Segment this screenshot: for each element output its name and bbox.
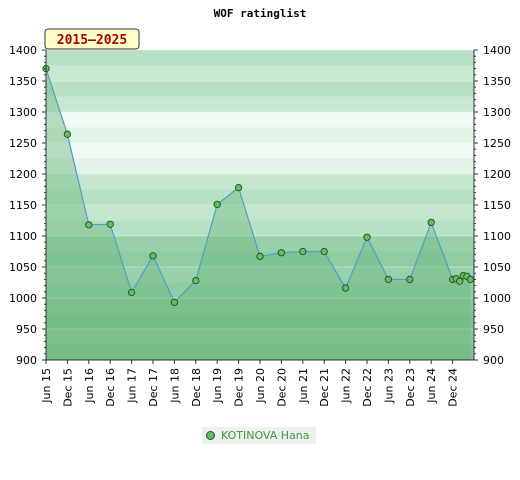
data-point — [192, 276, 200, 285]
x-tick-label: Jun 15 — [40, 368, 53, 404]
data-point — [170, 298, 179, 306]
y-tick-label-right: 1200 — [483, 168, 511, 181]
data-point — [363, 233, 371, 241]
y-tick-label-left: 1050 — [9, 261, 37, 274]
chart-title: WOF ratinglist — [214, 7, 307, 20]
x-tick-label: Jun 23 — [382, 368, 395, 404]
data-point — [456, 277, 464, 285]
x-ticks: Jun 15 Dec 15 Jun 16 Dec 16 Jun 17 Dec 17 Jun … — [40, 360, 460, 407]
x-tick-label: Jun 24 — [425, 368, 438, 404]
data-point — [320, 247, 328, 256]
background-band — [46, 313, 474, 329]
y-tick-label-left: 950 — [16, 323, 37, 336]
y-tick-label-right: 1350 — [483, 75, 511, 88]
background-band — [46, 81, 474, 97]
y-tick-label-right: 1400 — [483, 44, 511, 57]
data-point — [427, 218, 435, 227]
background-band — [46, 143, 474, 159]
y-tick-label-right: 1250 — [483, 137, 511, 150]
background-band — [46, 298, 474, 314]
y-tick-label-left: 1350 — [9, 75, 37, 88]
y-tick-label-left: 1200 — [9, 168, 37, 181]
background-band — [46, 282, 474, 298]
background-band — [46, 205, 474, 221]
y-ticks-left: 900 950 1000 1050 1100 1150 1200 1250 1300 1350 14… — [9, 44, 46, 367]
data-point — [63, 130, 72, 138]
y-tick-label-right: 1150 — [483, 199, 511, 212]
background-band — [46, 329, 474, 345]
period-box: 2015–2025 — [44, 28, 140, 50]
y-tick-label-left: 1100 — [9, 230, 37, 243]
data-point — [127, 288, 136, 297]
x-tick-label: Jun 22 — [340, 368, 353, 404]
data-point — [466, 275, 475, 284]
y-tick-label-right: 1100 — [483, 230, 511, 243]
data-point — [149, 252, 157, 260]
background-band — [46, 65, 474, 81]
series-area — [46, 68, 471, 360]
background-band — [46, 112, 474, 128]
y-tick-label-left: 1000 — [9, 292, 37, 305]
legend-label: KOTINOVA Hana — [221, 429, 310, 442]
x-tick-label: Dec 18 — [190, 368, 203, 407]
x-tick-label: Dec 17 — [147, 368, 160, 407]
x-tick-label: Dec 22 — [361, 368, 374, 407]
x-tick-label: Jun 19 — [211, 368, 224, 404]
data-point — [213, 200, 221, 209]
legend-marker-icon — [206, 431, 215, 440]
x-tick-label: Jun 16 — [83, 368, 96, 404]
x-tick-label: Dec 16 — [104, 368, 117, 407]
x-tick-label: Dec 19 — [233, 368, 246, 407]
y-tick-label-left: 1300 — [9, 106, 37, 119]
y-tick-label-right: 1300 — [483, 106, 511, 119]
data-point — [234, 183, 243, 192]
data-point — [299, 247, 307, 256]
background-band — [46, 267, 474, 283]
background-band — [46, 50, 474, 66]
x-tick-label: Dec 15 — [61, 368, 74, 407]
data-point — [341, 284, 350, 292]
data-point — [106, 220, 114, 228]
x-tick-label: Dec 21 — [318, 368, 331, 407]
y-tick-label-left: 1250 — [9, 137, 37, 150]
y-tick-label-right: 1050 — [483, 261, 511, 274]
y-tick-label-right: 900 — [483, 354, 504, 367]
x-tick-label: Jun 21 — [297, 368, 310, 404]
background-band — [46, 96, 474, 112]
background-band — [46, 189, 474, 205]
y-tick-label-right: 950 — [483, 323, 504, 336]
background-band — [46, 158, 474, 174]
y-ticks-right: 900 950 1000 1050 1100 1150 1200 1250 1300 1350 14… — [474, 44, 511, 367]
data-point — [277, 249, 286, 257]
y-tick-label-left: 1150 — [9, 199, 37, 212]
x-tick-label: Jun 18 — [168, 368, 181, 404]
x-tick-label: Jun 17 — [126, 368, 139, 404]
background-band — [46, 174, 474, 190]
data-point — [256, 252, 264, 261]
x-tick-label: Dec 24 — [447, 368, 460, 407]
background-band — [46, 127, 474, 143]
data-point — [406, 275, 414, 284]
y-tick-label-left: 900 — [16, 354, 37, 367]
x-tick-label: Dec 23 — [404, 368, 417, 407]
background-band — [46, 344, 474, 360]
y-tick-label-right: 1000 — [483, 292, 511, 305]
background-band — [46, 220, 474, 236]
data-points — [42, 64, 475, 306]
x-tick-label: Dec 20 — [275, 368, 288, 407]
x-tick-label: Jun 20 — [254, 368, 267, 404]
period-label: 2015–2025 — [57, 33, 127, 48]
legend: KOTINOVA Hana — [202, 427, 316, 444]
data-point — [85, 221, 93, 229]
data-point — [384, 275, 393, 284]
y-tick-label-left: 1400 — [9, 44, 37, 57]
